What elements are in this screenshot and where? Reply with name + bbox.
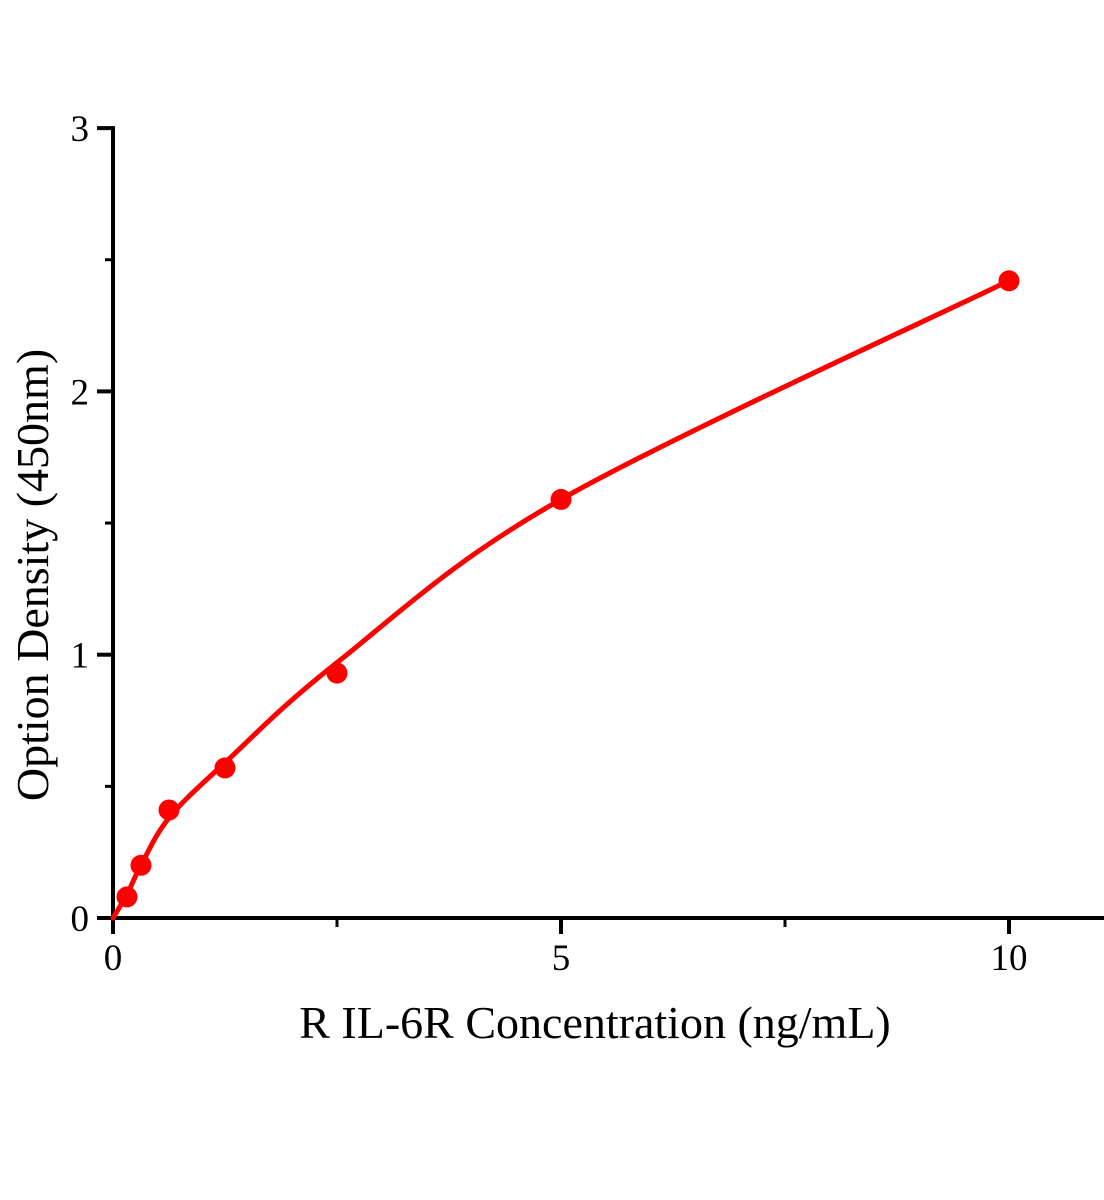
data-point — [158, 799, 180, 821]
data-point — [326, 662, 348, 684]
y-axis-title: Option Density (450nm) — [7, 349, 58, 801]
series-layer — [110, 270, 1020, 921]
x-tick-label: 5 — [552, 938, 571, 979]
axes-layer: 0 5 10 0 1 2 3 — [71, 109, 1104, 979]
data-point — [998, 270, 1020, 292]
data-point — [214, 757, 236, 779]
y-tick-label: 1 — [71, 636, 90, 677]
y-tick-label: 0 — [71, 899, 90, 940]
x-tick-label: 10 — [991, 938, 1028, 979]
data-point — [116, 886, 138, 908]
fit-curve — [110, 278, 1012, 921]
x-axis-title: R IL-6R Concentration (ng/mL) — [299, 997, 891, 1048]
data-point — [550, 488, 572, 510]
data-point — [130, 854, 152, 876]
y-tick-label: 3 — [71, 109, 90, 150]
y-tick-label: 2 — [71, 372, 90, 413]
x-tick-label: 0 — [104, 938, 123, 979]
